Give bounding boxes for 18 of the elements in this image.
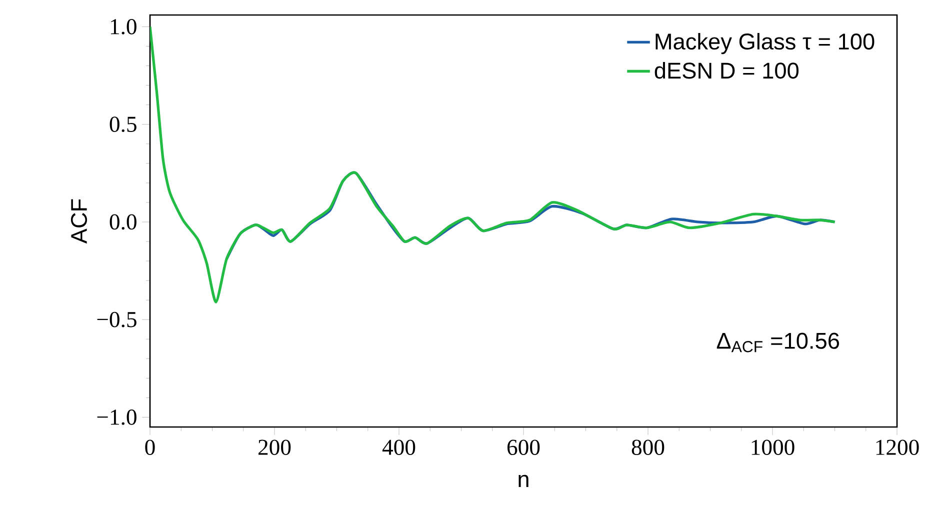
x-tick-label: 1000 [752,440,794,456]
x-tick-label: 600 [507,440,540,456]
x-tick-label: 200 [258,440,291,456]
y-tick-label: 1.0 [110,19,136,34]
x-tick-label: 800 [632,440,664,456]
x-tick-label: 400 [382,440,416,456]
y-tick-label: −1.0 [97,410,136,425]
y-tick-label: 0.5 [110,116,136,132]
x-tick-label: 1200 [876,440,919,456]
x-tick-label: 0 [145,440,155,456]
y-axis-title: ACF [70,199,88,244]
x-axis-title: n [518,474,528,488]
annotation: Δ$_{ACF}$ =10.56 [716,332,839,352]
y-tick-label: 0.0 [110,214,136,230]
legend-label: dESN D = 100 [654,62,799,79]
legend-label: Mackey Glass τ = 100 [656,32,874,54]
y-tick-label: −0.5 [97,312,136,328]
line-series [150,25,836,304]
